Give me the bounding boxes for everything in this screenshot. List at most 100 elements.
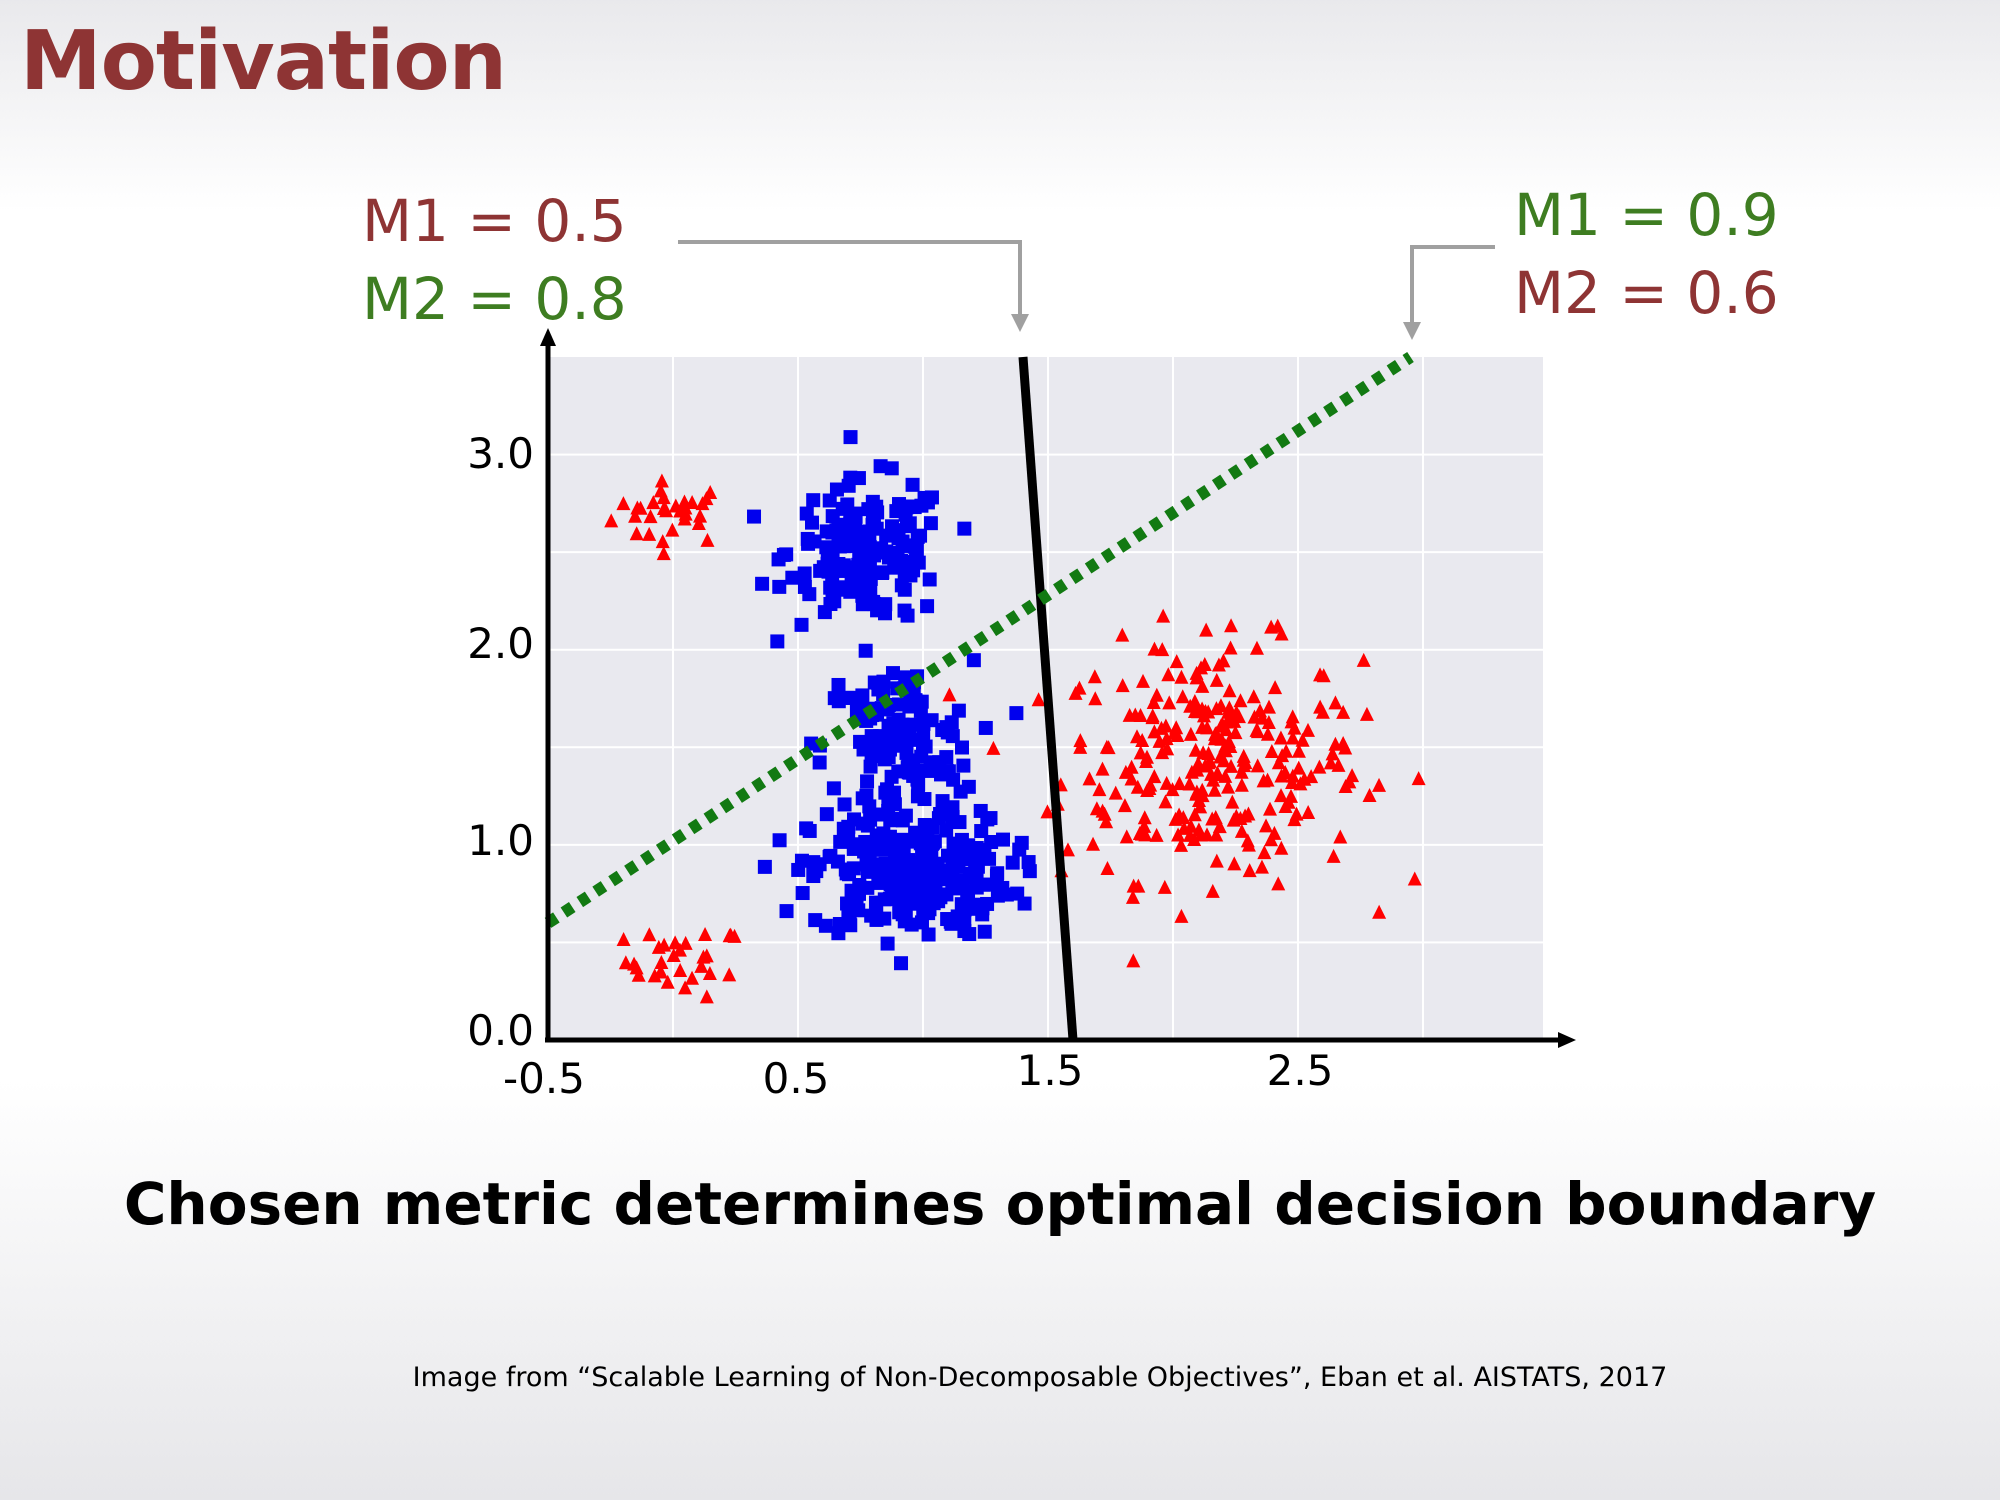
data-point-triangle — [1279, 743, 1294, 758]
data-point-square — [925, 820, 940, 835]
data-point-triangle — [1149, 687, 1164, 702]
data-point-square — [880, 936, 895, 951]
data-point-triangle — [1136, 673, 1151, 688]
data-point-triangle — [678, 935, 693, 950]
data-point-triangle — [656, 500, 671, 515]
data-point-triangle — [1187, 831, 1202, 846]
data-point-triangle — [1165, 782, 1180, 797]
data-point-square — [930, 856, 945, 871]
data-point-square — [819, 807, 834, 822]
data-point-triangle — [1336, 704, 1351, 719]
data-point-triangle — [1342, 774, 1357, 789]
right-m2-label: M2 = 0.6 — [1514, 259, 1779, 327]
data-point-square — [1009, 706, 1024, 721]
data-point-triangle — [656, 546, 671, 561]
data-point-square — [911, 555, 926, 570]
data-point-square — [1005, 855, 1020, 870]
data-points — [604, 430, 1426, 1004]
data-point-triangle — [722, 967, 737, 982]
data-point-square — [858, 643, 873, 658]
data-point-triangle — [1172, 776, 1187, 791]
data-point-triangle — [1128, 707, 1143, 722]
data-point-square — [863, 759, 878, 774]
data-point-square — [974, 824, 989, 839]
data-point-triangle — [702, 965, 717, 980]
data-point-square — [906, 768, 921, 783]
y-tick-label: 2.0 — [467, 619, 534, 668]
data-point-square — [865, 508, 880, 523]
left-metrics: M1 = 0.5 M2 = 0.8 — [362, 182, 627, 338]
data-point-triangle — [1129, 729, 1144, 744]
data-point-square — [899, 519, 914, 534]
data-point-triangle — [1131, 878, 1146, 893]
data-point-triangle — [1226, 812, 1241, 827]
data-point-square — [831, 926, 846, 941]
right-annotation-arrow — [1403, 245, 1495, 340]
axes — [540, 328, 1576, 1048]
data-point-triangle — [699, 989, 714, 1004]
data-point-square — [797, 579, 812, 594]
data-point-triangle — [1199, 622, 1214, 637]
data-point-triangle — [616, 931, 631, 946]
data-point-square — [899, 745, 914, 760]
data-point-square — [907, 539, 922, 554]
data-point-square — [939, 823, 954, 838]
dotted-decision-boundary — [544, 351, 1414, 928]
data-point-square — [860, 880, 875, 895]
data-point-triangle — [647, 968, 662, 983]
data-point-square — [878, 606, 893, 621]
x-tick-label: 2.5 — [1267, 1046, 1334, 1095]
data-point-square — [913, 703, 928, 718]
data-point-square — [807, 534, 822, 549]
data-point-triangle — [1194, 660, 1209, 675]
data-point-square — [951, 703, 966, 718]
data-point-triangle — [660, 974, 675, 989]
data-point-triangle — [1259, 818, 1274, 833]
data-point-square — [869, 807, 884, 822]
data-point-triangle — [1313, 667, 1328, 682]
data-point-triangle — [1126, 953, 1141, 968]
data-point-triangle — [1254, 859, 1269, 874]
data-point-triangle — [1264, 744, 1279, 759]
data-point-triangle — [1213, 698, 1228, 713]
data-point-triangle — [1201, 755, 1216, 770]
data-point-triangle — [1222, 683, 1237, 698]
x-tick-label: -0.5 — [503, 1054, 585, 1103]
data-point-triangle — [1325, 746, 1340, 761]
data-point-square — [972, 846, 987, 861]
data-point-triangle — [1209, 827, 1224, 842]
data-point-triangle — [1407, 871, 1422, 886]
data-point-square — [831, 677, 846, 692]
data-point-square — [812, 755, 827, 770]
data-point-square — [894, 956, 909, 971]
data-point-triangle — [1268, 680, 1283, 695]
data-point-square — [969, 873, 984, 888]
data-point-triangle — [1183, 726, 1198, 741]
data-point-square — [850, 562, 865, 577]
data-point-triangle — [1182, 776, 1197, 791]
data-point-triangle — [1213, 749, 1228, 764]
data-point-triangle — [1278, 799, 1293, 814]
left-m1-label: M1 = 0.5 — [362, 187, 627, 255]
data-point-triangle — [629, 526, 644, 541]
data-point-square — [794, 617, 809, 632]
data-point-square — [816, 560, 831, 575]
data-point-square — [791, 862, 806, 877]
data-point-square — [772, 579, 787, 594]
data-point-square — [819, 540, 834, 555]
data-point-square — [946, 836, 961, 851]
data-point-triangle — [1199, 827, 1214, 842]
data-point-triangle — [1227, 856, 1242, 871]
data-point-square — [855, 588, 870, 603]
data-point-triangle — [657, 937, 672, 952]
data-point-triangle — [1242, 863, 1257, 878]
data-point-triangle — [618, 955, 633, 970]
data-point-triangle — [1263, 801, 1278, 816]
data-point-triangle — [616, 496, 631, 511]
data-point-triangle — [1115, 627, 1130, 642]
data-point-triangle — [1161, 667, 1176, 682]
data-point-square — [832, 582, 847, 597]
data-point-square — [956, 758, 971, 773]
data-point-triangle — [672, 942, 687, 957]
left-m2-label: M2 = 0.8 — [362, 265, 627, 333]
